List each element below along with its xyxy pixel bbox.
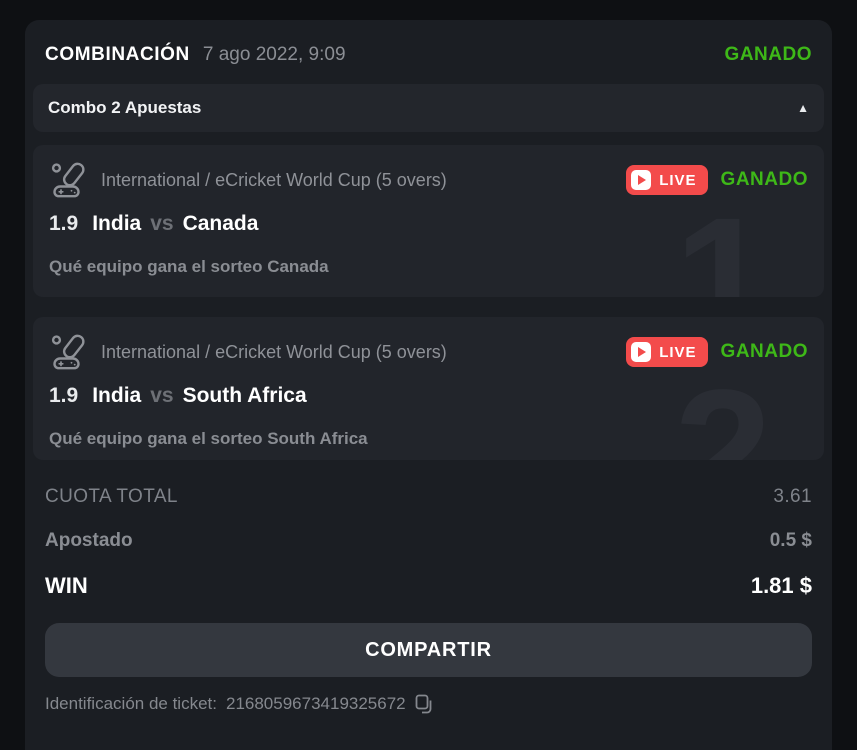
- total-odds-row: CUOTA TOTAL 3.61: [45, 486, 812, 508]
- win-value: 1.81 $: [750, 573, 812, 598]
- bet-leg-top-row: International / eCricket World Cup (5 ov…: [49, 161, 808, 199]
- ticket-date: 7 ago 2022, 9:09: [202, 44, 346, 65]
- play-icon: [631, 342, 652, 362]
- ticket-id-row: Identificación de ticket: 21680596734193…: [45, 694, 812, 714]
- stake-label: Apostado: [45, 530, 133, 551]
- total-odds-label: CUOTA TOTAL: [45, 486, 178, 507]
- bet-leg-status-badge: GANADO: [720, 341, 808, 362]
- away-team: South Africa: [182, 384, 307, 407]
- bet-leg-card-2: 2 International / eCricket World Cup (5 …: [33, 317, 824, 460]
- stake-value: 0.5 $: [769, 530, 812, 551]
- home-team: India: [92, 212, 142, 235]
- league-name: International / eCricket World Cup (5 ov…: [101, 341, 447, 362]
- total-odds-value: 3.61: [773, 486, 812, 507]
- bet-selection-row: 1.9 India vs Canada: [49, 212, 808, 236]
- bet-market-description: Qué equipo gana el sorteo South Africa: [49, 429, 368, 448]
- live-badge: LIVE: [626, 337, 708, 367]
- ticket-id-value: 2168059673419325672: [225, 694, 406, 713]
- share-button[interactable]: COMPARTIR: [45, 623, 812, 677]
- win-row: WIN 1.81 $: [45, 573, 812, 599]
- copy-icon[interactable]: [415, 694, 433, 714]
- vs-label: vs: [150, 212, 174, 235]
- combo-accordion-toggle[interactable]: Combo 2 Apuestas ▲: [33, 84, 824, 132]
- ticket-type-title: COMBINACIÓN: [45, 44, 190, 65]
- play-icon: [631, 170, 652, 190]
- bet-leg-card-1: 1 International / eCricket World Cup (5 …: [33, 145, 824, 297]
- chevron-up-icon[interactable]: ▲: [797, 101, 809, 115]
- ticket-header-left: COMBINACIÓN 7 ago 2022, 9:09: [45, 44, 346, 66]
- live-badge-label: LIVE: [659, 171, 697, 189]
- ecricket-sport-icon: [49, 161, 91, 199]
- home-team: India: [92, 384, 142, 407]
- ticket-header: COMBINACIÓN 7 ago 2022, 9:09 GANADO: [33, 20, 824, 84]
- away-team: Canada: [182, 212, 259, 235]
- league-name: International / eCricket World Cup (5 ov…: [101, 169, 447, 190]
- stake-row: Apostado 0.5 $: [45, 530, 812, 552]
- live-badge-label: LIVE: [659, 343, 697, 361]
- ticket-summary: CUOTA TOTAL 3.61 Apostado 0.5 $ WIN 1.81…: [33, 486, 824, 599]
- bet-leg-top-row: International / eCricket World Cup (5 ov…: [49, 333, 808, 371]
- bet-leg-status-badge: GANADO: [720, 169, 808, 190]
- bet-odds: 1.9: [49, 212, 79, 235]
- ecricket-sport-icon: [49, 333, 91, 371]
- ticket-status-badge: GANADO: [724, 44, 812, 65]
- ticket-id-label: Identificación de ticket:: [45, 694, 217, 713]
- bet-market-description: Qué equipo gana el sorteo Canada: [49, 257, 329, 276]
- bet-odds: 1.9: [49, 384, 79, 407]
- live-badge: LIVE: [626, 165, 708, 195]
- bet-selection-row: 1.9 India vs South Africa: [49, 384, 808, 408]
- win-label: WIN: [45, 573, 88, 598]
- combo-label: Combo 2 Apuestas: [48, 98, 202, 117]
- bet-ticket-card: COMBINACIÓN 7 ago 2022, 9:09 GANADO Comb…: [25, 20, 832, 750]
- vs-label: vs: [150, 384, 174, 407]
